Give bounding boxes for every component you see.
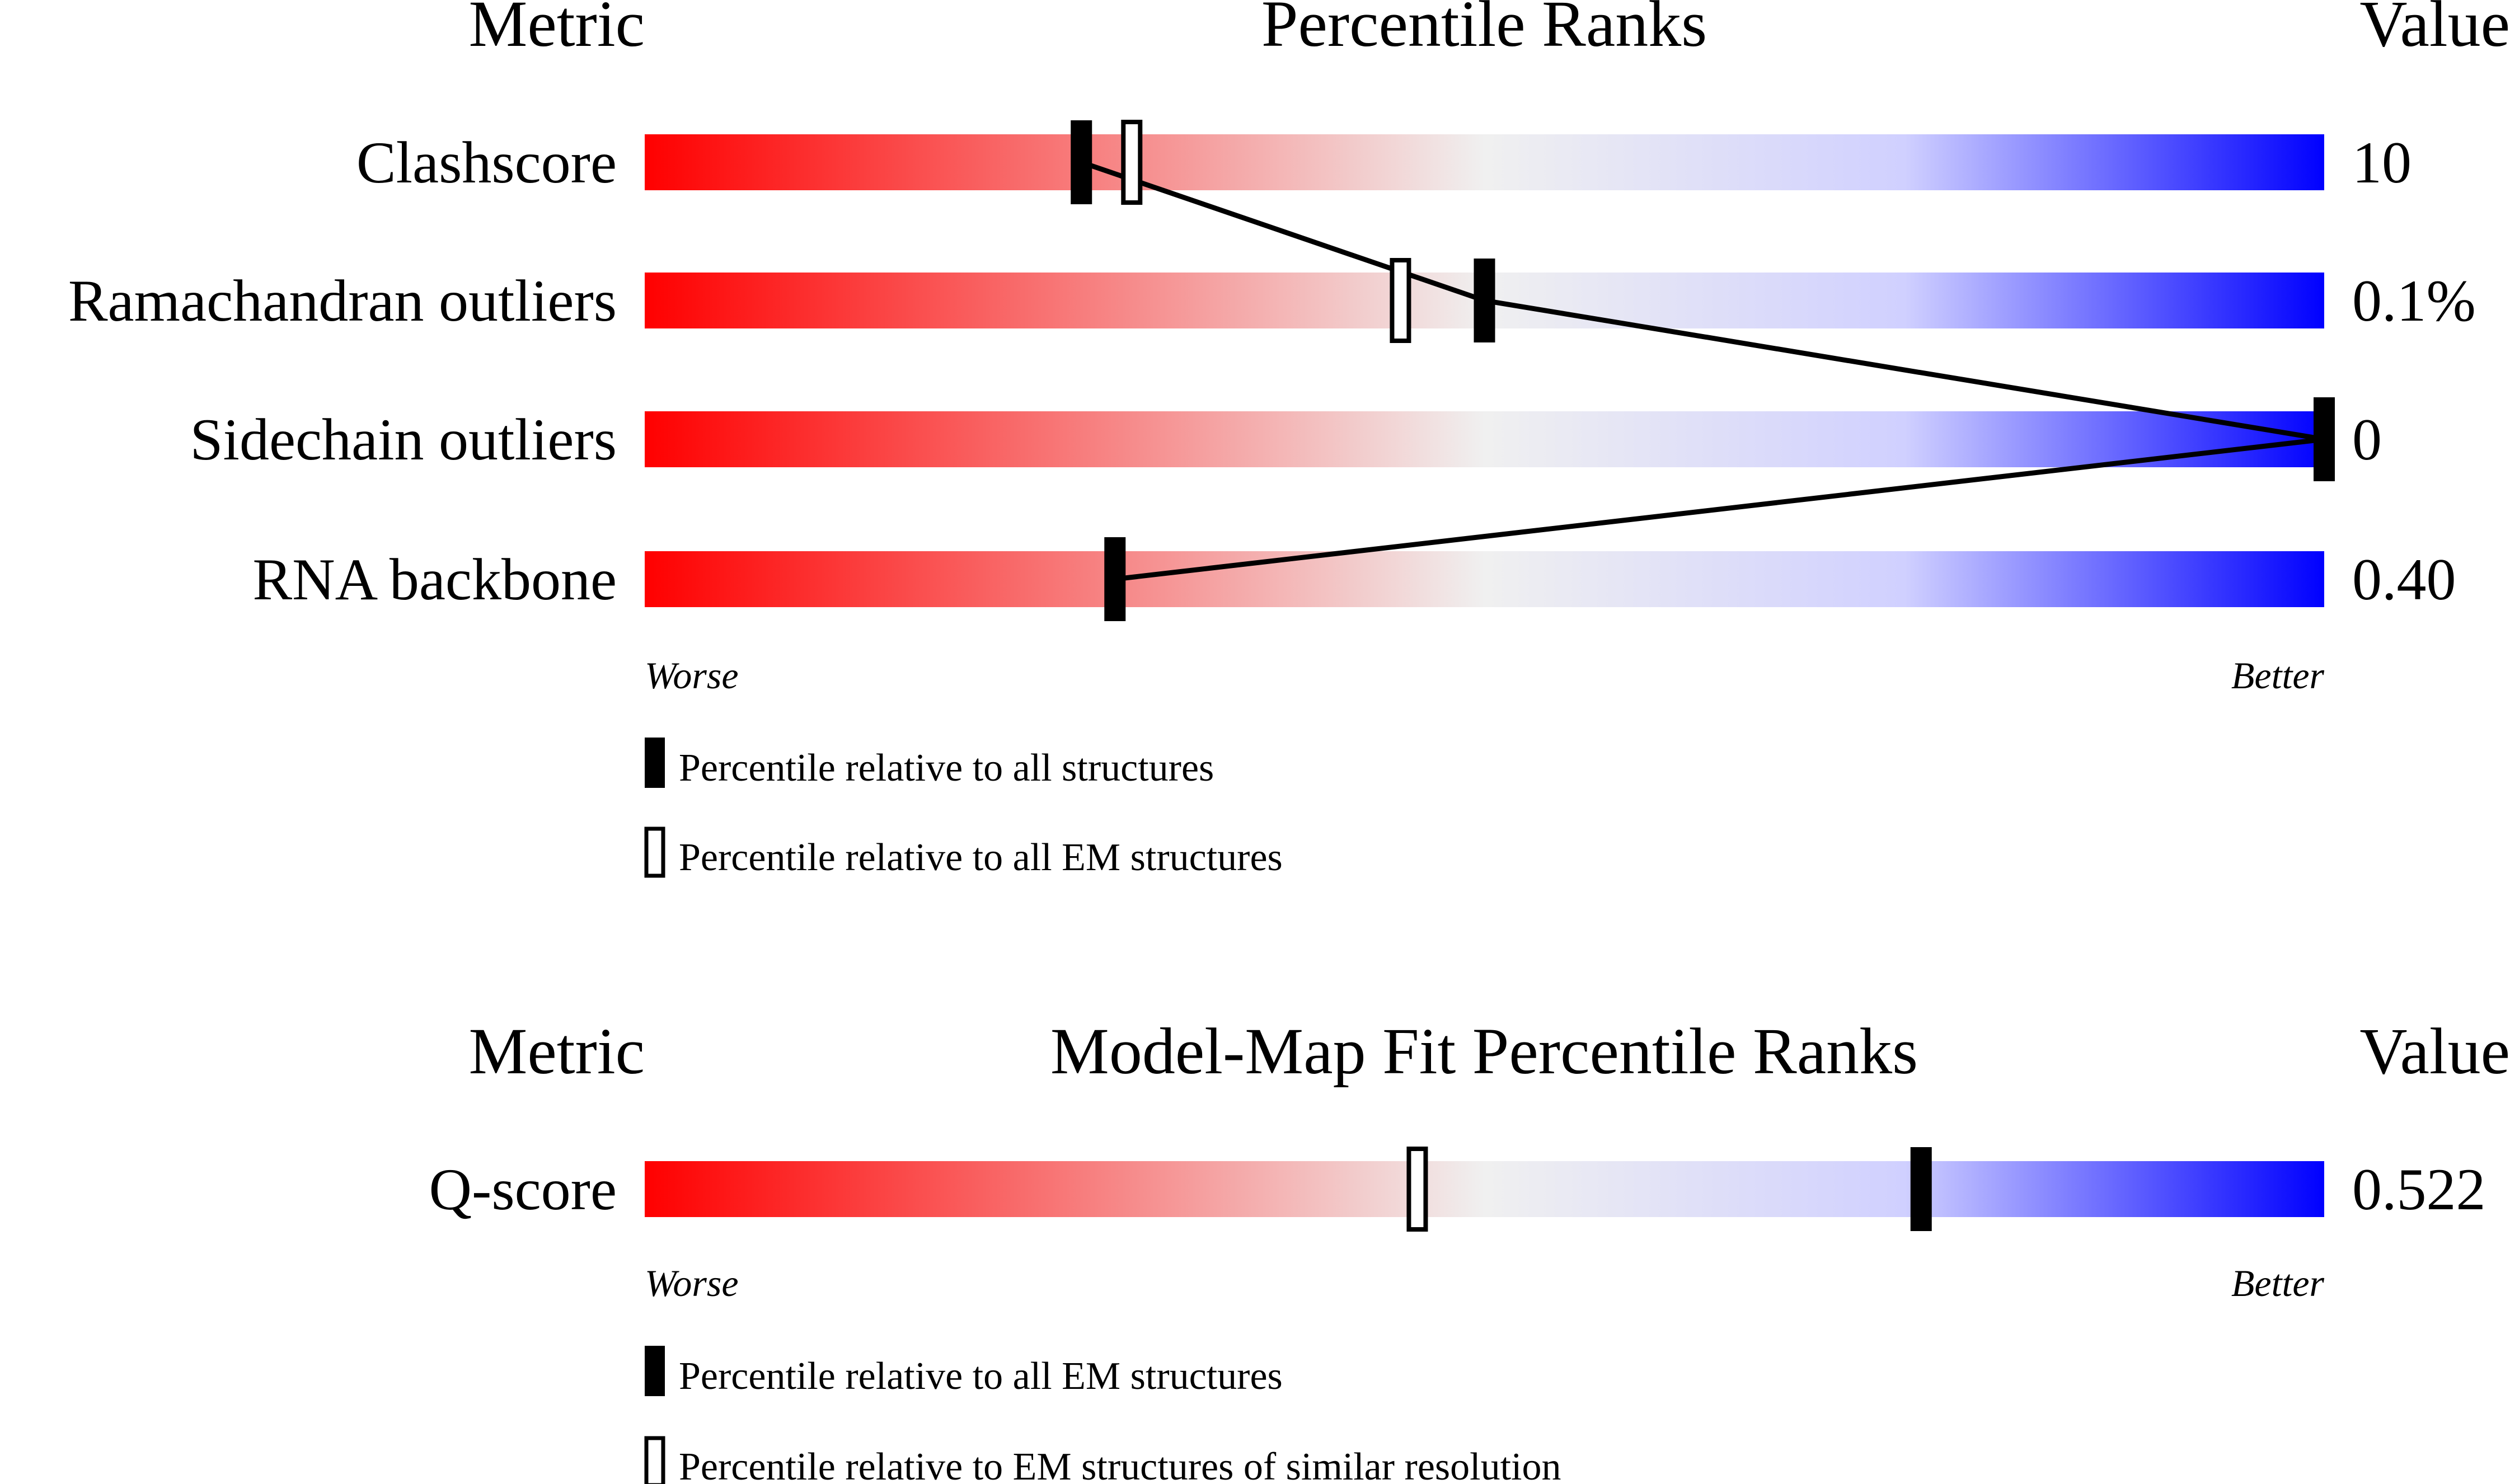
metric-value: 0: [2352, 407, 2382, 472]
rank-bar: [645, 411, 2324, 467]
metric-label: Q-score: [429, 1157, 617, 1222]
better-label: Better: [2231, 654, 2325, 697]
worse-label: Worse: [645, 654, 739, 697]
metric-header: Metric: [468, 1015, 645, 1088]
metric-label: Ramachandran outliers: [68, 268, 617, 334]
legend-entry: Percentile relative to EM structures of …: [679, 1445, 1561, 1484]
percentile-marker-filled: [1910, 1147, 1932, 1231]
metric-value: 0.1%: [2352, 268, 2476, 334]
rank-connector-line: [1080, 159, 2325, 582]
value-header: Value: [2359, 0, 2510, 60]
percentile-marker-open: [1121, 120, 1143, 205]
legend-swatch-open: [644, 826, 665, 878]
percentile-marker-filled: [2314, 397, 2335, 481]
rank-bar: [645, 551, 2324, 607]
worse-label: Worse: [645, 1262, 739, 1304]
metric-value: 0.522: [2352, 1157, 2486, 1222]
percentile-marker-open: [1406, 1147, 1428, 1232]
value-header: Value: [2359, 1015, 2510, 1088]
chart-title: Percentile Ranks: [1261, 0, 1707, 60]
metric-header: Metric: [468, 0, 645, 60]
metric-label: Clashscore: [356, 130, 617, 195]
percentile-marker-filled: [1104, 537, 1126, 621]
percentile-marker-filled: [1474, 259, 1495, 342]
percentile-marker-open: [1390, 258, 1411, 343]
rank-bar: [645, 134, 2324, 190]
legend-swatch-filled: [645, 738, 665, 788]
rank-bar: [645, 1161, 2324, 1217]
chart-title: Model-Map Fit Percentile Ranks: [1050, 1015, 1918, 1088]
legend-swatch-open: [644, 1436, 665, 1484]
legend-entry: Percentile relative to all EM structures: [679, 836, 1283, 879]
legend-entry: Percentile relative to all EM structures: [679, 1355, 1283, 1398]
metric-value: 10: [2352, 130, 2412, 195]
legend-swatch-filled: [645, 1346, 665, 1396]
better-label: Better: [2231, 1262, 2325, 1304]
legend-entry: Percentile relative to all structures: [679, 746, 1214, 790]
metric-value: 0.40: [2352, 547, 2456, 612]
percentile-marker-filled: [1071, 120, 1092, 204]
metric-label: Sidechain outliers: [190, 407, 617, 472]
metric-label: RNA backbone: [252, 547, 617, 612]
